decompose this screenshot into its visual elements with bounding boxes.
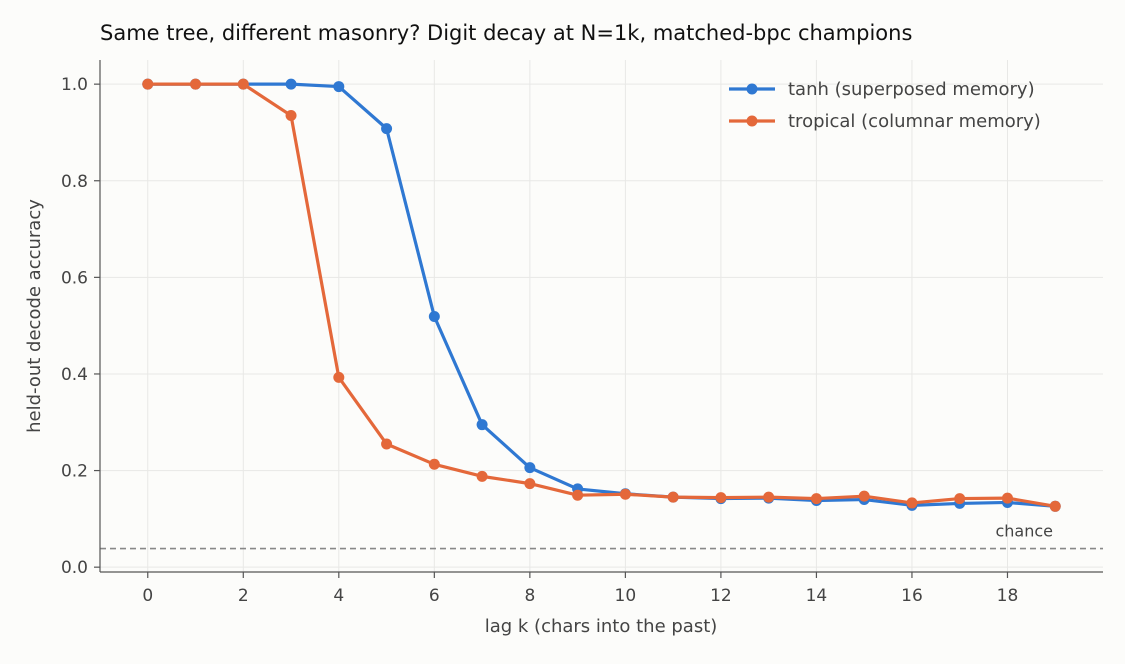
x-tick-label: 8 [524,586,535,606]
y-tick-label: 1.0 [61,75,88,95]
data-point [381,438,393,450]
data-point [810,493,822,505]
x-tick-label: 0 [142,586,153,606]
reference-line-group: chance [100,522,1103,550]
y-tick-label: 0.6 [61,268,88,288]
y-tick-label: 0.0 [61,558,88,578]
data-point [763,491,775,503]
series-line [147,82,1056,508]
y-tick-label: 0.2 [61,462,88,482]
y-tick-label: 0.4 [61,365,88,385]
data-point [524,478,536,490]
data-point [715,492,727,504]
data-point [333,371,345,383]
data-point [285,110,297,122]
data-point [572,489,584,501]
x-tick-label: 14 [806,586,828,606]
series-group [142,78,1061,512]
x-tick-label: 4 [333,586,344,606]
legend: tanh (superposed memory) tropical (column… [729,79,1041,132]
data-point [237,78,249,90]
x-tick-label: 2 [238,586,249,606]
data-point [524,462,536,474]
data-point [1001,492,1013,504]
x-axis-label: lag k (chars into the past) [485,616,718,637]
x-tick-label: 18 [997,586,1019,606]
x-tick-label: 16 [901,586,923,606]
data-point [858,490,870,502]
data-point [142,78,154,90]
data-point [428,458,440,470]
series-line [147,82,1056,508]
data-point [333,81,345,93]
chance-label: chance [995,522,1053,541]
data-point [428,310,440,322]
axes: 0 2 4 6 8 10 12 14 16 18 0.0 0.2 0.4 0.6 0.8 1.0 [61,60,1103,606]
y-axis-label: held-out decode accuracy [24,199,45,433]
x-tick-label: 12 [710,586,732,606]
x-tick-label: 10 [615,586,637,606]
data-point [1049,500,1061,512]
data-point [619,488,631,500]
series-2 [142,78,1061,512]
legend-swatch-marker [746,83,758,95]
data-point [954,493,966,505]
data-point [285,78,297,90]
data-point [476,419,488,431]
chart-title: Same tree, different masonry? Digit deca… [100,21,912,45]
data-point [906,497,918,509]
legend-label: tropical (columnar memory) [788,111,1041,132]
legend-label: tanh (superposed memory) [788,79,1035,100]
data-point [190,78,202,90]
y-tick-label: 0.8 [61,172,88,192]
data-point [476,470,488,482]
x-tick-label: 6 [429,586,440,606]
data-point [667,491,679,503]
legend-swatch-marker [746,115,758,127]
data-point [381,123,393,135]
